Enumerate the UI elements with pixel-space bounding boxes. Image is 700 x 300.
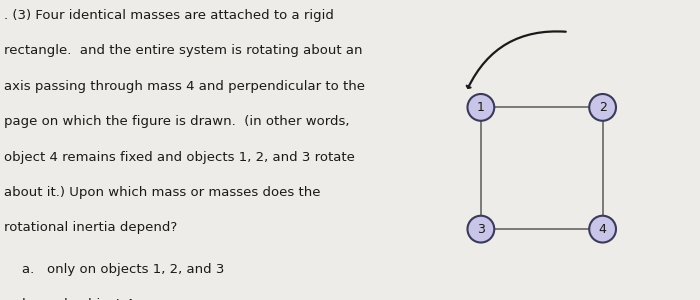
Text: axis passing through mass 4 and perpendicular to the: axis passing through mass 4 and perpendi…	[4, 80, 365, 93]
Circle shape	[468, 216, 494, 242]
Text: 4: 4	[598, 223, 606, 236]
Text: a.   only on objects 1, 2, and 3: a. only on objects 1, 2, and 3	[22, 263, 224, 276]
Text: object 4 remains fixed and objects 1, 2, and 3 rotate: object 4 remains fixed and objects 1, 2,…	[4, 151, 354, 164]
Text: page on which the figure is drawn.  (in other words,: page on which the figure is drawn. (in o…	[4, 115, 349, 128]
Text: 3: 3	[477, 223, 485, 236]
Text: 1: 1	[477, 101, 485, 114]
Circle shape	[468, 94, 494, 121]
Text: 2: 2	[598, 101, 606, 114]
Text: b.   only object 4: b. only object 4	[22, 298, 134, 300]
Text: rotational inertia depend?: rotational inertia depend?	[4, 221, 176, 234]
Circle shape	[589, 94, 616, 121]
Text: . (3) Four identical masses are attached to a rigid: . (3) Four identical masses are attached…	[4, 9, 333, 22]
Text: rectangle.  and the entire system is rotating about an: rectangle. and the entire system is rota…	[4, 44, 362, 57]
Circle shape	[589, 216, 616, 242]
Text: about it.) Upon which mass or masses does the: about it.) Upon which mass or masses doe…	[4, 186, 320, 199]
